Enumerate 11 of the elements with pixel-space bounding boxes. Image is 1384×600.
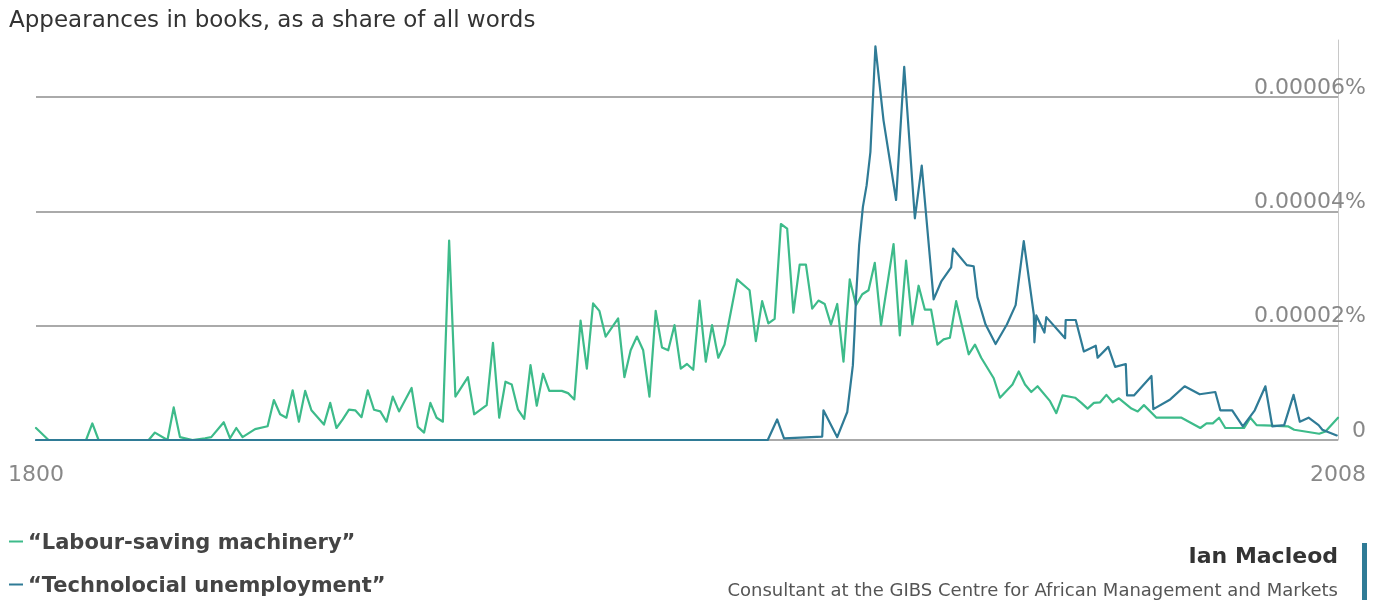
legend-label: “Technolocial unemployment” <box>28 572 386 597</box>
y-tick-label: 0.00002% <box>1254 302 1366 328</box>
chart-title: Appearances in books, as a share of all words <box>9 5 536 32</box>
legend-label: “Labour-saving machinery” <box>28 529 356 554</box>
y-tick-label: 0.00006% <box>1254 73 1366 99</box>
text: Consultant at the GIBS Centre for African Management and Markets <box>727 578 1338 600</box>
x-tick-label: 2008 <box>1310 460 1366 486</box>
y-tick-label: 0.00004% <box>1254 187 1366 213</box>
x-tick-label: 1800 <box>8 460 64 486</box>
y-tick-label: 0 <box>1352 416 1366 442</box>
text: Ian Macleod <box>1188 542 1338 568</box>
